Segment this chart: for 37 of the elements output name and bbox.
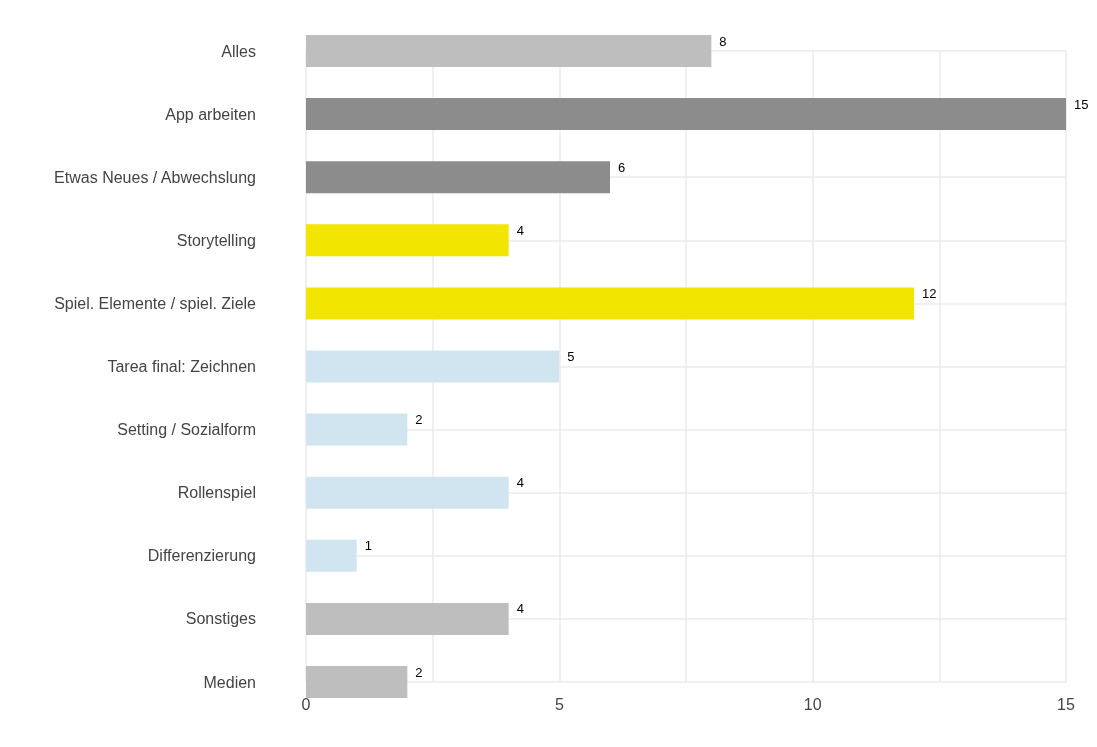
bar — [306, 413, 408, 446]
x-tick-label: 15 — [1057, 695, 1075, 713]
y-tick-label: Sonstiges — [185, 610, 256, 628]
data-label: 8 — [719, 33, 727, 49]
y-tick-label: Spiel. Elemente / spiel. Ziele — [54, 294, 257, 312]
data-label: 4 — [516, 222, 524, 238]
bar — [306, 476, 509, 509]
x-tick-label: 5 — [554, 695, 564, 713]
bar — [306, 287, 914, 320]
data-label: 2 — [415, 664, 423, 680]
bar — [306, 224, 509, 257]
data-label: 12 — [922, 285, 937, 301]
bar — [306, 35, 712, 67]
bar — [306, 602, 509, 635]
data-label: 2 — [415, 412, 423, 428]
y-tick-label: Differenzierung — [147, 547, 256, 565]
x-tick-label: 0 — [301, 695, 311, 713]
bar — [306, 161, 610, 194]
data-label: 5 — [567, 349, 575, 364]
data-label: 1 — [364, 538, 372, 554]
y-tick-label: Tarea final: Zeichnen — [107, 358, 256, 375]
bar — [306, 666, 408, 698]
y-tick-label: Etwas Neues / Abwechslung — [54, 168, 256, 186]
data-label: 4 — [516, 601, 524, 617]
bar — [306, 98, 1066, 131]
bar — [306, 539, 357, 572]
data-label: 4 — [516, 475, 524, 491]
y-tick-label: Storytelling — [176, 231, 256, 249]
y-tick-label: Rollenspiel — [177, 484, 256, 502]
y-tick-label: Medien — [203, 673, 256, 691]
data-label: 6 — [618, 159, 626, 175]
y-tick-label: Setting / Sozialform — [117, 421, 256, 439]
x-tick-label: 10 — [803, 695, 822, 713]
y-tick-label: App arbeiten — [165, 105, 256, 123]
data-label: 15 — [1074, 96, 1089, 112]
bar — [306, 350, 560, 383]
y-tick-label: Alles — [221, 42, 256, 60]
